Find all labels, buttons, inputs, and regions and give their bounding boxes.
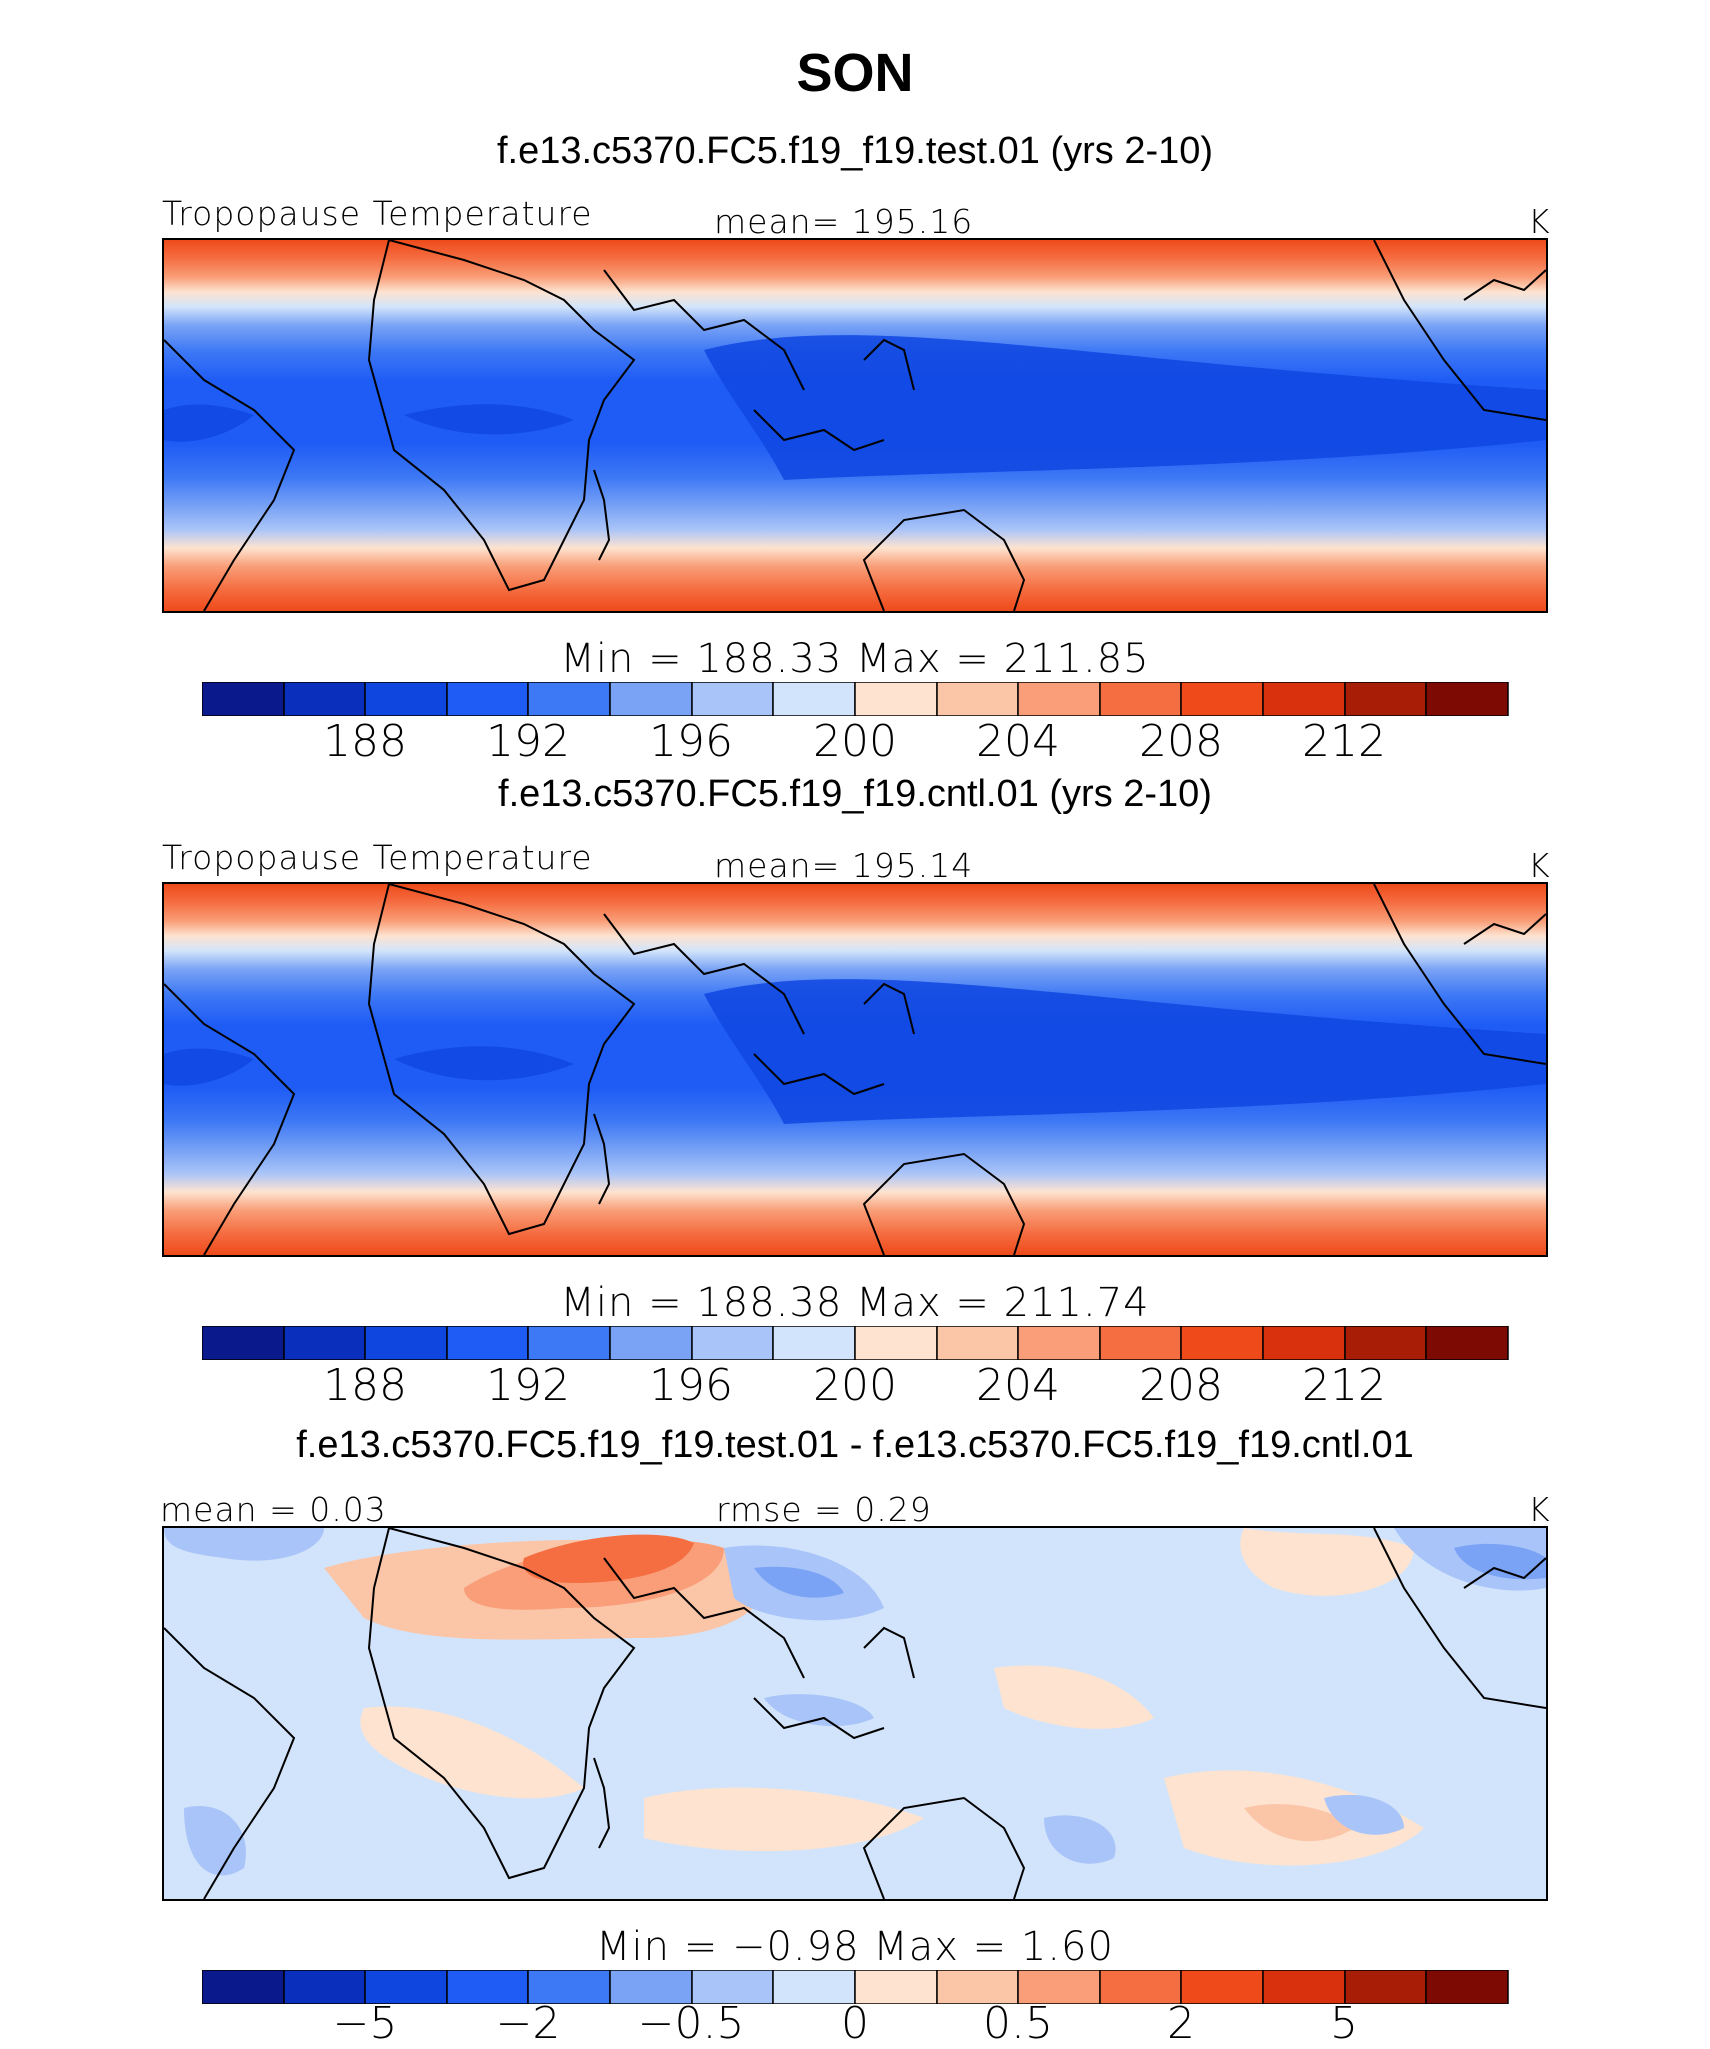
panel-2-map: [162, 882, 1548, 1257]
panel-3-colorbar-tick: 5: [1330, 1998, 1358, 2049]
panel-1-colorbar-tick: 208: [1139, 716, 1223, 767]
panel-2-colorbar-tick: 188: [323, 1360, 407, 1411]
figure-title: SON: [796, 43, 914, 103]
panel-3-coastlines: [164, 1528, 1546, 1899]
panel-2-units-label: K: [1528, 846, 1551, 885]
panel-2-title: f.e13.c5370.FC5.f19_f19.cntl.01 (yrs 2-1…: [498, 773, 1212, 815]
panel-1-title: f.e13.c5370.FC5.f19_f19.test.01 (yrs 2-1…: [496, 130, 1214, 172]
panel-2-colorbar: [202, 1326, 1509, 1360]
panel-3-mean-label: mean = 0.03: [160, 1490, 387, 1529]
panel-2-colorbar-tick: 200: [813, 1360, 897, 1411]
panel-2-colorbar-tick: 208: [1139, 1360, 1223, 1411]
panel-2-colorbar-tick: 212: [1302, 1360, 1386, 1411]
panel-3-rmse-label: rmse = 0.29: [716, 1490, 932, 1529]
panel-2-cold-core: [164, 979, 1546, 1124]
panel-2-mean-label: mean= 195.14: [714, 846, 974, 885]
panel-2-colorbar-tick: 192: [486, 1360, 570, 1411]
panel-1-colorbar-tick: 196: [649, 716, 733, 767]
panel-1-coastlines: [164, 240, 1546, 611]
panel-3-units-label: K: [1528, 1490, 1551, 1529]
panel-1-colorbar-tick: 212: [1302, 716, 1386, 767]
panel-3-positive-anomalies: [324, 1528, 1424, 1866]
panel-1-min-max: Min = 188.33 Max = 211.85: [560, 636, 1150, 682]
panel-3-colorbar-tick: 0: [841, 1998, 869, 2049]
panel-2-min-max: Min = 188.38 Max = 211.74: [560, 1280, 1150, 1326]
panel-1-variable-label: Tropopause Temperature: [162, 194, 593, 233]
panel-1-units-label: K: [1528, 202, 1551, 241]
panel-3-map: [162, 1526, 1548, 1901]
panel-1-colorbar-tick: 204: [976, 716, 1060, 767]
panel-2-coastlines: [164, 884, 1546, 1255]
panel-3-colorbar-tick: 2: [1167, 1998, 1195, 2049]
panel-1-colorbar: [202, 682, 1509, 716]
panel-3-colorbar-tick: 0.5: [983, 1998, 1053, 2049]
panel-1-colorbar-tick: 188: [323, 716, 407, 767]
panel-2-colorbar-tick: 196: [649, 1360, 733, 1411]
panel-3-negative-anomalies: [164, 1528, 1546, 1876]
panel-3-colorbar: [202, 1970, 1509, 2004]
panel-2-colorbar-tick: 204: [976, 1360, 1060, 1411]
panel-3-colorbar-tick: −5: [332, 1998, 398, 2049]
panel-3-colorbar-tick: −2: [495, 1998, 561, 2049]
panel-1-colorbar-tick: 200: [813, 716, 897, 767]
panel-1-mean-label: mean= 195.16: [714, 202, 974, 241]
panel-1-cold-core: [164, 335, 1546, 480]
panel-1-map: [162, 238, 1548, 613]
panel-1-colorbar-tick: 192: [486, 716, 570, 767]
panel-3-min-max: Min = −0.98 Max = 1.60: [596, 1924, 1114, 1970]
panel-2-variable-label: Tropopause Temperature: [162, 838, 593, 877]
panel-3-colorbar-tick: −0.5: [637, 1998, 745, 2049]
panel-3-title: f.e13.c5370.FC5.f19_f19.test.01 - f.e13.…: [296, 1424, 1414, 1466]
